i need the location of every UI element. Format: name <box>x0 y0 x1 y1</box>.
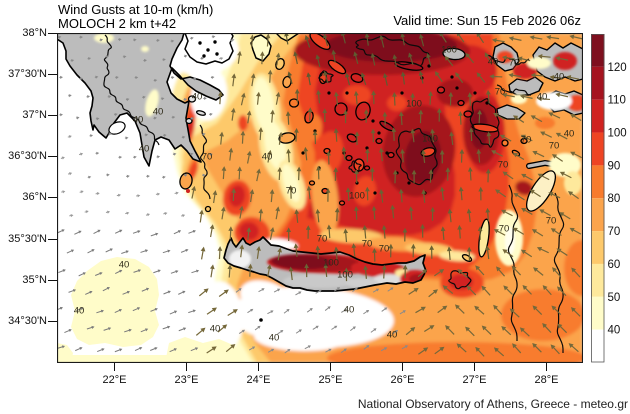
svg-text:70: 70 <box>521 135 532 146</box>
svg-text:40: 40 <box>269 333 280 344</box>
svg-text:40: 40 <box>133 115 144 126</box>
svg-text:50: 50 <box>608 292 621 304</box>
svg-text:90: 90 <box>608 160 621 172</box>
svg-text:100: 100 <box>349 191 365 202</box>
svg-text:70: 70 <box>549 141 560 152</box>
svg-text:40: 40 <box>210 324 221 335</box>
svg-text:120: 120 <box>608 62 627 74</box>
svg-text:70: 70 <box>317 234 328 245</box>
svg-text:70: 70 <box>286 186 297 197</box>
svg-text:40: 40 <box>192 92 203 103</box>
svg-text:70: 70 <box>499 224 510 235</box>
svg-text:110: 110 <box>608 95 626 107</box>
svg-text:40: 40 <box>554 72 565 83</box>
svg-text:40: 40 <box>344 305 355 316</box>
svg-text:70: 70 <box>362 239 373 250</box>
svg-text:40: 40 <box>564 129 575 140</box>
svg-text:100: 100 <box>422 134 438 145</box>
svg-text:40: 40 <box>262 152 273 163</box>
svg-text:100: 100 <box>323 258 339 269</box>
svg-text:40: 40 <box>537 92 548 103</box>
svg-text:70: 70 <box>509 58 520 69</box>
svg-text:60: 60 <box>608 259 621 271</box>
svg-text:80: 80 <box>608 193 621 205</box>
svg-text:40: 40 <box>608 325 621 337</box>
svg-text:40: 40 <box>139 144 150 155</box>
svg-text:70: 70 <box>379 244 390 255</box>
svg-text:70: 70 <box>608 226 621 238</box>
svg-text:40: 40 <box>488 57 499 68</box>
svg-text:40: 40 <box>119 260 130 271</box>
svg-text:70: 70 <box>546 216 557 227</box>
svg-text:40: 40 <box>153 107 164 118</box>
svg-text:70: 70 <box>498 160 509 171</box>
svg-text:70: 70 <box>202 152 213 163</box>
svg-text:100: 100 <box>441 45 457 56</box>
svg-text:100: 100 <box>406 99 422 110</box>
svg-text:40: 40 <box>387 330 398 341</box>
svg-text:100: 100 <box>608 128 627 140</box>
svg-text:100: 100 <box>337 270 353 281</box>
svg-text:70: 70 <box>495 87 506 98</box>
svg-text:40: 40 <box>74 306 85 317</box>
